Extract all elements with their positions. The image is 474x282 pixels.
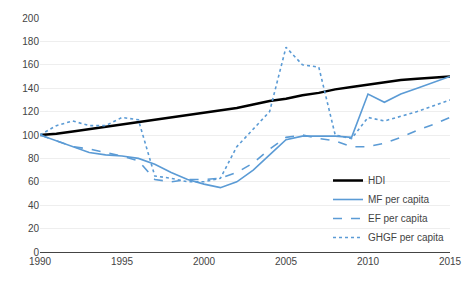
svg-text:140: 140 bbox=[22, 83, 39, 94]
svg-text:2000: 2000 bbox=[193, 256, 216, 267]
svg-text:MF per capita: MF per capita bbox=[368, 194, 430, 205]
svg-text:2010: 2010 bbox=[357, 256, 380, 267]
svg-text:160: 160 bbox=[22, 59, 39, 70]
svg-text:1990: 1990 bbox=[29, 256, 52, 267]
svg-text:120: 120 bbox=[22, 106, 39, 117]
svg-text:1995: 1995 bbox=[111, 256, 134, 267]
svg-text:HDI: HDI bbox=[368, 175, 385, 186]
svg-text:60: 60 bbox=[28, 176, 40, 187]
svg-text:20: 20 bbox=[28, 223, 40, 234]
svg-text:2005: 2005 bbox=[275, 256, 298, 267]
svg-text:100: 100 bbox=[22, 130, 39, 141]
svg-text:200: 200 bbox=[22, 13, 39, 24]
svg-text:0: 0 bbox=[33, 247, 39, 258]
svg-text:EF per capita: EF per capita bbox=[368, 213, 428, 224]
svg-text:80: 80 bbox=[28, 153, 40, 164]
svg-text:180: 180 bbox=[22, 36, 39, 47]
svg-text:40: 40 bbox=[28, 200, 40, 211]
svg-text:2015: 2015 bbox=[439, 256, 462, 267]
svg-text:GHGF per capita: GHGF per capita bbox=[368, 232, 444, 243]
